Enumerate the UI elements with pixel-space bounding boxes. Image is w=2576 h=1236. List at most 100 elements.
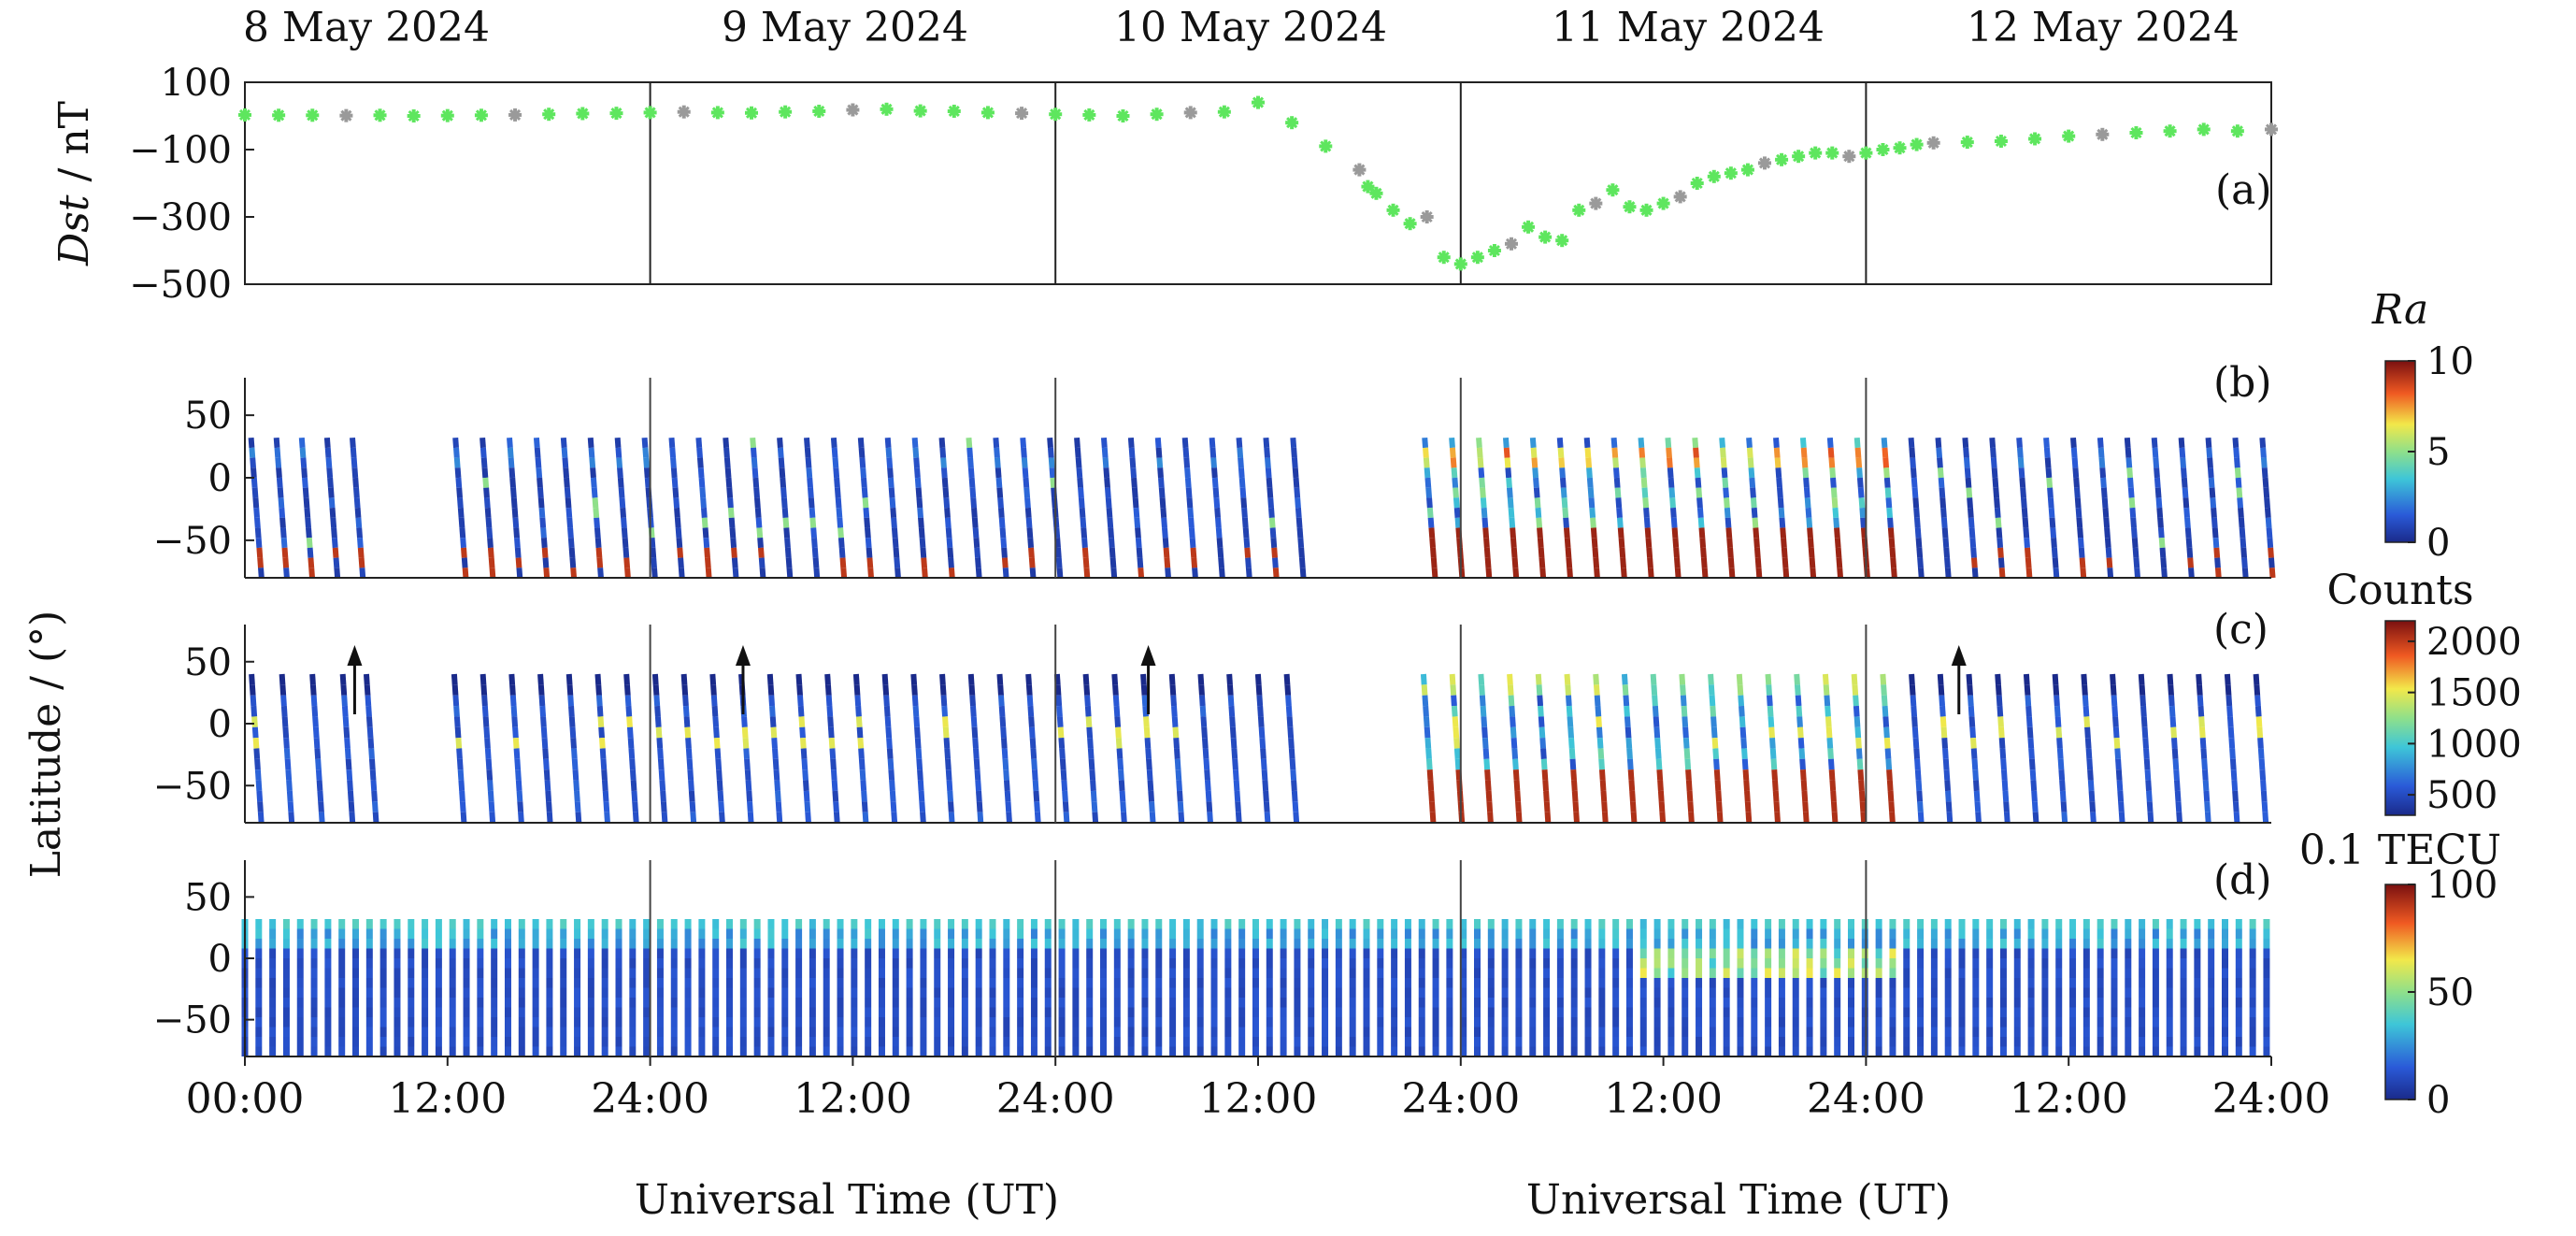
b-track-43 xyxy=(1583,437,1600,579)
dst-point-51 xyxy=(1639,203,1653,217)
colorbar-1-tick-0: 10 xyxy=(2426,340,2474,383)
dst-point-42 xyxy=(1487,244,1501,257)
panel-d-y-ticks: 50 0 −50 xyxy=(153,876,254,1042)
b-track-29 xyxy=(1100,437,1118,579)
c-track-31 xyxy=(1197,673,1213,824)
b-track-9 xyxy=(560,437,578,579)
b-track-46 xyxy=(1665,437,1682,579)
panel-b-axes xyxy=(244,378,2271,579)
panel-a-label: (a) xyxy=(2215,166,2272,214)
c-track-62 xyxy=(2196,673,2211,824)
dst-point-17 xyxy=(812,104,826,118)
b-track-17 xyxy=(777,437,794,579)
dst-point-71 xyxy=(2028,132,2042,146)
b-track-26 xyxy=(1020,437,1037,579)
dst-point-30 xyxy=(1252,95,1265,109)
dst-point-62 xyxy=(1825,146,1839,160)
colorbar-2-tick-2: 1000 xyxy=(2426,723,2522,766)
c-track-24 xyxy=(996,673,1012,824)
b-track-64 xyxy=(2151,437,2168,579)
panel-b-y-ticks: 50 0 −50 xyxy=(153,395,254,563)
b-ytick-label-1: 0 xyxy=(208,457,232,500)
dst-point-60 xyxy=(1792,150,1806,164)
c-track-38 xyxy=(1507,673,1523,824)
c-track-9 xyxy=(565,673,582,824)
b-track-11 xyxy=(614,437,631,579)
c-track-8 xyxy=(537,673,553,824)
b-track-55 xyxy=(1908,437,1925,579)
b-track-60 xyxy=(2043,437,2060,579)
dst-point-28 xyxy=(1183,106,1197,120)
b-track-7 xyxy=(507,437,523,579)
c-track-3 xyxy=(339,673,356,824)
dst-point-44 xyxy=(1522,220,1536,234)
c-track-54 xyxy=(1966,673,1982,824)
panel-a-ytick-label-1: −100 xyxy=(129,129,232,172)
c-track-44 xyxy=(1679,673,1695,824)
dst-point-31 xyxy=(1285,116,1299,130)
panel-c-arrows xyxy=(347,645,1967,714)
c-track-33 xyxy=(1254,673,1271,824)
colorbar-2: Counts 2000 1500 1000 500 xyxy=(2326,567,2521,817)
b-track-10 xyxy=(587,437,604,579)
dst-point-3 xyxy=(339,108,353,122)
c-track-60 xyxy=(2138,673,2154,824)
b-track-6 xyxy=(479,437,496,579)
panel-c-label: (c) xyxy=(2213,606,2268,654)
c-track-64 xyxy=(2253,673,2269,824)
c-track-40 xyxy=(1564,673,1581,824)
dst-point-18 xyxy=(846,103,860,117)
dst-point-75 xyxy=(2163,124,2177,138)
b-track-20 xyxy=(857,437,875,579)
b-ytick-label-2: −50 xyxy=(153,520,232,563)
b-track-45 xyxy=(1638,437,1654,579)
b-track-2 xyxy=(298,437,315,579)
date-headers: 8 May 2024 9 May 2024 10 May 2024 11 May… xyxy=(243,4,2240,51)
panel-a-ylabel: Dst / nT xyxy=(50,101,98,266)
c-track-25 xyxy=(1025,673,1041,824)
panel-a-ylabel-unit: / nT xyxy=(50,101,98,194)
x-tick-label-0: 00:00 xyxy=(186,1075,305,1123)
c-track-20 xyxy=(881,673,898,824)
b-track-8 xyxy=(533,437,551,579)
dst-point-67 xyxy=(1910,137,1924,151)
c-ytick-label-1: 0 xyxy=(208,703,232,746)
b-track-39 xyxy=(1476,437,1493,579)
dst-point-77 xyxy=(2230,124,2244,138)
colorbar-2-tick-3: 500 xyxy=(2426,774,2497,817)
panel-b-label: (b) xyxy=(2213,359,2272,407)
b-track-49 xyxy=(1746,437,1763,579)
b-track-16 xyxy=(750,437,766,579)
b-track-30 xyxy=(1127,437,1145,579)
dst-point-16 xyxy=(779,105,793,119)
b-track-44 xyxy=(1610,437,1627,579)
b-track-24 xyxy=(966,437,982,579)
dst-point-11 xyxy=(609,107,623,121)
c-ytick-label-0: 50 xyxy=(184,641,232,684)
c-track-58 xyxy=(2081,673,2097,824)
dst-point-52 xyxy=(1656,196,1670,210)
b-track-51 xyxy=(1799,437,1817,579)
b-track-1 xyxy=(273,437,290,579)
date-label-4: 11 May 2024 xyxy=(1552,4,1825,51)
dst-point-24 xyxy=(1049,108,1063,122)
dst-point-49 xyxy=(1606,183,1620,197)
b-track-65 xyxy=(2178,437,2195,579)
c-track-10 xyxy=(594,673,610,824)
c-track-52 xyxy=(1909,673,1925,824)
dst-point-22 xyxy=(980,106,995,120)
b-track-40 xyxy=(1502,437,1520,579)
dst-point-5 xyxy=(407,109,421,122)
panel-a-dst: 100 −100 −300 −500 (a) Dst / nT xyxy=(50,62,2278,307)
panel-a-y-ticks: 100 −100 −300 −500 xyxy=(129,62,254,307)
dst-point-53 xyxy=(1673,190,1687,204)
colorbar-2-gradient xyxy=(2384,620,2416,816)
dst-point-76 xyxy=(2197,122,2211,137)
c-track-32 xyxy=(1226,673,1242,824)
dst-point-63 xyxy=(1842,150,1856,164)
c-track-35 xyxy=(1420,673,1437,824)
b-track-15 xyxy=(723,437,739,579)
x-tick-label-10: 24:00 xyxy=(2212,1075,2331,1123)
